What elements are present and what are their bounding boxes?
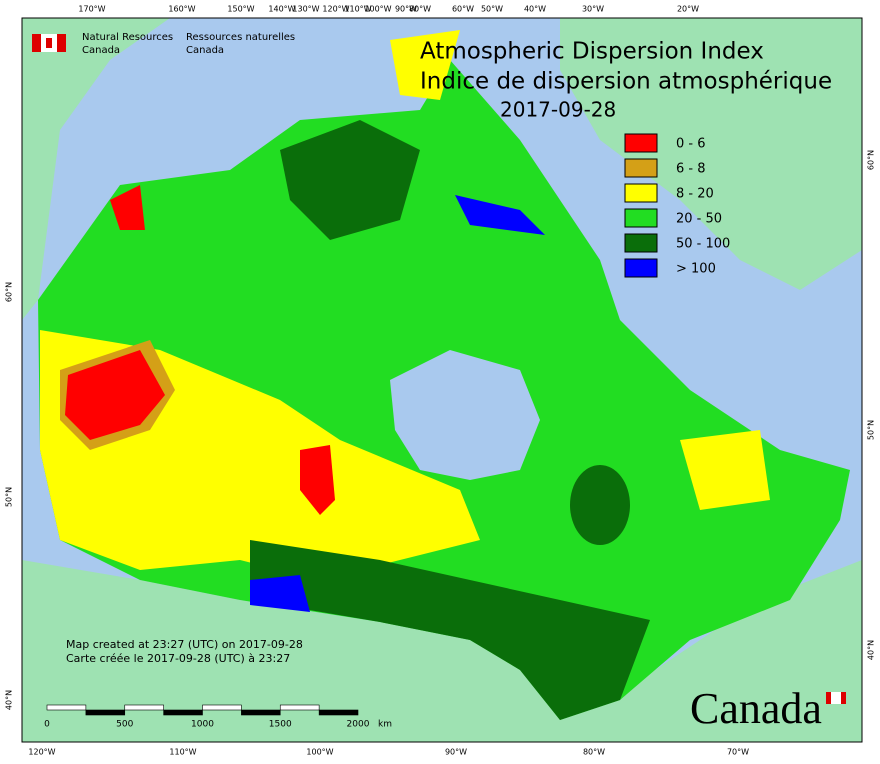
longitude-label: 60°W: [452, 5, 474, 14]
longitude-label: 170°W: [78, 5, 105, 14]
usa: [22, 560, 862, 742]
latitude-label: 50°N: [5, 487, 14, 507]
legend-swatch: [624, 133, 658, 153]
latitude-label: 60°N: [5, 282, 14, 302]
longitude-label: 90°W: [395, 5, 417, 14]
zone-50-100: [250, 540, 650, 720]
longitude-label: 70°W: [727, 748, 749, 757]
legend-label: 50 - 100: [676, 237, 730, 252]
flag-bar: [32, 34, 41, 52]
scale-label: 1500: [269, 720, 292, 730]
longitude-label: 140°W: [268, 5, 295, 14]
flag-leaf: [46, 38, 52, 48]
zone-gt-100: [250, 575, 310, 612]
zone-0-6: [300, 445, 335, 515]
zone-8-20: [390, 30, 460, 100]
alaska: [22, 18, 170, 320]
longitude-label: 110°W: [169, 748, 196, 757]
scale-segment: [85, 709, 126, 716]
longitude-label: 30°W: [582, 5, 604, 14]
longitude-label: 80°W: [583, 748, 605, 757]
scale-segment: [202, 704, 242, 711]
longitude-label: 100°W: [364, 5, 391, 14]
scale-label: 500: [116, 720, 133, 730]
longitude-label: 160°W: [168, 5, 195, 14]
longitude-label: 120°W: [28, 748, 55, 757]
department-name: Canada: [82, 45, 120, 56]
zone-50-100: [280, 120, 420, 240]
department-name: Natural Resources: [82, 32, 173, 43]
latitude-label: 40°N: [867, 640, 876, 660]
longitude-label: 40°W: [524, 5, 546, 14]
map-note: Carte créée le 2017-09-28 (UTC) à 23:27: [66, 652, 290, 665]
legend-swatch: [624, 183, 658, 203]
department-name: Ressources naturelles: [186, 32, 295, 43]
department-name: Canada: [186, 45, 224, 56]
map-title: Indice de dispersion atmosphérique: [420, 69, 832, 95]
legend-label: 0 - 6: [676, 137, 706, 152]
zone-0-6: [65, 350, 165, 440]
legend-label: 8 - 20: [676, 187, 714, 202]
zone-gt-100: [455, 195, 545, 235]
longitude-label: 90°W: [445, 748, 467, 757]
longitude-label: 50°W: [481, 5, 503, 14]
legend-label: > 100: [676, 262, 716, 277]
map-title: Atmospheric Dispersion Index: [420, 39, 764, 65]
map-note: Map created at 23:27 (UTC) on 2017-09-28: [66, 638, 303, 651]
wordmark: Canada: [690, 684, 822, 733]
longitude-label: 100°W: [306, 748, 333, 757]
longitude-label: 110°W: [344, 5, 371, 14]
legend-swatch: [624, 158, 658, 178]
scale-segment: [279, 704, 320, 711]
legend-label: 6 - 8: [676, 162, 706, 177]
wordmark-flag-center: [831, 692, 841, 704]
longitude-label: 150°W: [227, 5, 254, 14]
map-date: 2017-09-28: [500, 98, 616, 122]
scale-segment: [163, 709, 203, 716]
scale-segment: [318, 709, 359, 716]
scale-unit: km: [378, 720, 392, 730]
labels: Natural Resources Canada Ressources nature…: [5, 5, 876, 757]
zone-0-6: [110, 185, 145, 230]
scale-segment: [124, 704, 164, 711]
frame: [21, 17, 863, 743]
legend-swatch: [624, 233, 658, 253]
latitude-label: 40°N: [5, 690, 14, 710]
zone-50-100: [570, 465, 630, 545]
scale-segment: [46, 704, 87, 711]
longitude-label: 20°W: [677, 5, 699, 14]
scale-segment: [241, 709, 281, 716]
greenland: [560, 18, 862, 290]
legend-swatch: [624, 258, 658, 278]
legend-swatch: [624, 208, 658, 228]
scale-label: 2000: [347, 720, 370, 730]
latitude-label: 60°N: [867, 150, 876, 170]
longitude-label: 120°W: [322, 5, 349, 14]
scale-label: 0: [44, 720, 50, 730]
legend-label: 20 - 50: [676, 212, 722, 227]
longitude-label: 130°W: [292, 5, 319, 14]
hudson-bay: [390, 350, 540, 480]
latitude-label: 50°N: [867, 420, 876, 440]
zone-8-20: [680, 430, 770, 510]
scale-label: 1000: [191, 720, 214, 730]
longitude-label: 80°W: [409, 5, 431, 14]
flag-bar: [57, 34, 66, 52]
